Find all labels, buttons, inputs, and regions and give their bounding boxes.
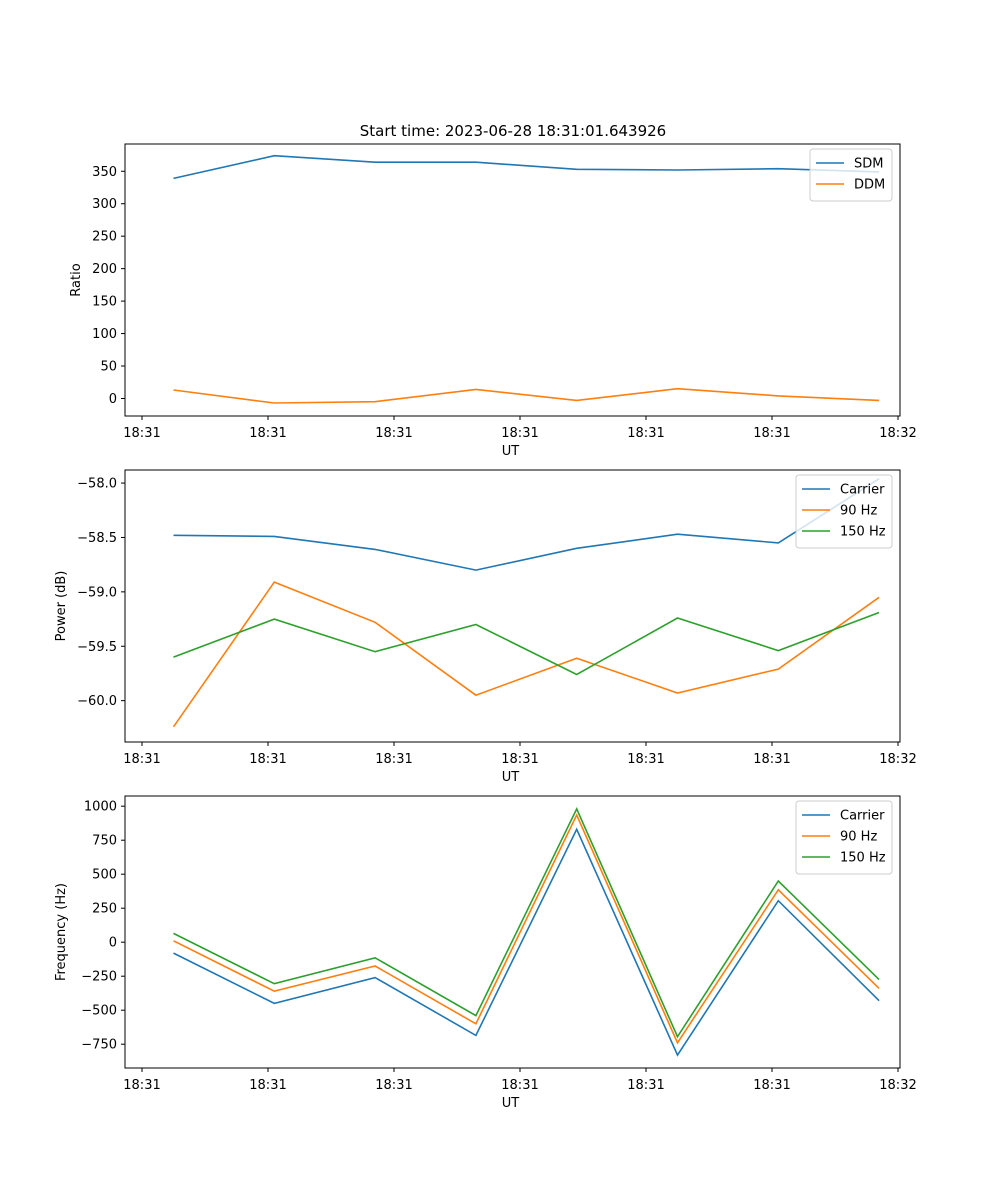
series-line-ddm xyxy=(173,387,880,404)
legend-box xyxy=(809,148,893,202)
legend-label: Carrier xyxy=(840,809,885,824)
x-tick-label: 18:31 xyxy=(501,426,538,441)
legend-label: 150 Hz xyxy=(840,525,886,540)
axes-frame xyxy=(124,143,901,417)
x-tick-label: 18:31 xyxy=(627,752,664,767)
y-tick-label: 250 xyxy=(92,902,117,917)
y-tick-label: 100 xyxy=(92,327,117,342)
x-tick-label: 18:31 xyxy=(753,426,790,441)
figure-title: Start time: 2023-06-28 18:31:01.643926 xyxy=(360,122,666,140)
legend: Carrier 90 Hz 150 Hz xyxy=(795,800,893,875)
series-line-carrier xyxy=(173,478,880,571)
x-tick-label: 18:31 xyxy=(375,426,412,441)
chart-panel-3: 18:31 18:31 18:31 18:31 18:31 18:31 18:32 −750 −… xyxy=(54,795,917,1111)
x-tick-label: 18:32 xyxy=(879,1078,916,1093)
series-line-90-hz xyxy=(173,813,880,1045)
axes-frame xyxy=(124,795,901,1069)
legend-label: 90 Hz xyxy=(840,504,877,519)
legend: SDM DDM xyxy=(809,148,893,202)
x-tick-label: 18:31 xyxy=(627,426,664,441)
x-tick-label: 18:31 xyxy=(123,1078,160,1093)
legend-label: Carrier xyxy=(840,483,885,498)
legend-label: SDM xyxy=(854,157,883,172)
legend-label: 150 Hz xyxy=(840,851,886,866)
y-axis-label: Frequency (Hz) xyxy=(54,883,69,981)
x-tick-label: 18:32 xyxy=(879,426,916,441)
y-tick-label: 500 xyxy=(92,868,117,883)
y-tick-label: 200 xyxy=(92,262,117,277)
series-line-carrier xyxy=(173,827,880,1057)
series-line-sdm xyxy=(173,154,880,180)
y-tick-label: −60.0 xyxy=(77,694,117,709)
x-tick-label: 18:31 xyxy=(375,1078,412,1093)
y-axis-label: Ratio xyxy=(69,263,84,296)
y-tick-label: 50 xyxy=(100,360,117,375)
y-tick-label: 0 xyxy=(109,392,117,407)
x-tick-label: 18:31 xyxy=(753,752,790,767)
legend-box xyxy=(795,474,893,549)
y-tick-label: 350 xyxy=(92,165,117,180)
y-axis-label: Power (dB) xyxy=(54,571,69,642)
y-tick-label: 300 xyxy=(92,197,117,212)
x-tick-label: 18:31 xyxy=(501,752,538,767)
x-tick-label: 18:31 xyxy=(627,1078,664,1093)
x-tick-label: 18:31 xyxy=(753,1078,790,1093)
y-tick-label: −59.5 xyxy=(77,640,117,655)
y-tick-label: −500 xyxy=(81,1004,117,1019)
y-tick-label: −58.0 xyxy=(77,477,117,492)
x-axis-label: UT xyxy=(502,444,520,459)
legend-box xyxy=(795,800,893,875)
y-tick-label: −59.0 xyxy=(77,585,117,600)
y-tick-label: 150 xyxy=(92,295,117,310)
series-line-150-hz xyxy=(173,807,880,1039)
y-tick-label: −58.5 xyxy=(77,531,117,546)
x-tick-label: 18:31 xyxy=(123,426,160,441)
chart-panel-2: 18:31 18:31 18:31 18:31 18:31 18:31 18:32 −60.0… xyxy=(54,469,917,785)
legend-label: DDM xyxy=(854,178,885,193)
y-tick-label: 250 xyxy=(92,230,117,245)
y-tick-label: 750 xyxy=(92,834,117,849)
x-axis-label: UT xyxy=(502,1096,520,1111)
legend: Carrier 90 Hz 150 Hz xyxy=(795,474,893,549)
series-line-150-hz xyxy=(173,611,880,676)
series-line-90-hz xyxy=(172,581,880,728)
x-tick-label: 18:31 xyxy=(501,1078,538,1093)
y-tick-label: −250 xyxy=(81,970,117,985)
legend-label: 90 Hz xyxy=(840,830,877,845)
x-tick-label: 18:31 xyxy=(375,752,412,767)
x-tick-label: 18:31 xyxy=(249,752,286,767)
y-tick-label: −750 xyxy=(81,1038,117,1053)
axes-frame xyxy=(124,469,901,743)
x-axis-label: UT xyxy=(502,770,520,785)
chart-panel-1: 18:31 18:31 18:31 18:31 18:31 18:31 18:32 0 50 10… xyxy=(69,143,917,459)
x-tick-label: 18:31 xyxy=(123,752,160,767)
y-tick-label: 1000 xyxy=(84,800,117,815)
x-tick-label: 18:31 xyxy=(249,1078,286,1093)
x-tick-label: 18:32 xyxy=(879,752,916,767)
x-tick-label: 18:31 xyxy=(249,426,286,441)
y-tick-label: 0 xyxy=(109,936,117,951)
